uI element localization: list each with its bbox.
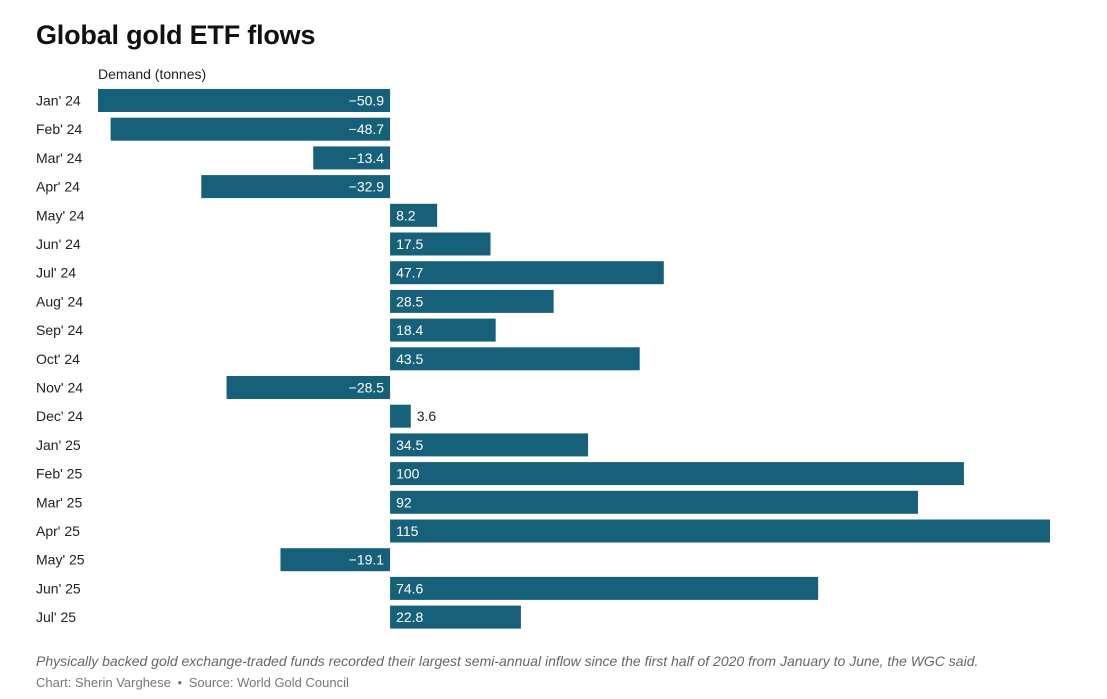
bar [280, 548, 391, 572]
bar [390, 605, 521, 629]
category-label: Jun' 25 [36, 580, 81, 596]
category-label: May' 25 [36, 552, 85, 568]
data-label: −28.5 [349, 380, 385, 396]
chart-title: Global gold ETF flows [36, 20, 316, 50]
data-label: 22.8 [396, 609, 423, 625]
axis-label: Demand (tonnes) [98, 66, 206, 82]
credit-separator: • [177, 675, 183, 690]
category-label: Feb' 24 [36, 121, 82, 137]
category-label: Sep' 24 [36, 322, 83, 338]
bar [390, 519, 1051, 543]
bar [313, 146, 391, 170]
bar [390, 203, 438, 227]
bar [201, 175, 391, 199]
category-label: Jul' 25 [36, 609, 76, 625]
bar [226, 376, 391, 399]
data-label: 34.5 [396, 437, 423, 453]
category-label: Dec' 24 [36, 408, 83, 424]
category-label: May' 24 [36, 207, 85, 223]
data-label: 92 [396, 494, 412, 510]
data-label: −32.9 [349, 179, 385, 195]
bar [390, 462, 964, 486]
category-label: Mar' 25 [36, 494, 82, 510]
category-label: Mar' 24 [36, 150, 82, 166]
bar [390, 576, 819, 600]
category-label: Aug' 24 [36, 293, 83, 309]
bar [390, 318, 496, 342]
data-label: −50.9 [349, 93, 385, 109]
bar [390, 490, 919, 514]
category-label: Jul' 24 [36, 265, 76, 281]
data-label: 43.5 [396, 351, 423, 367]
data-label: −19.1 [349, 552, 385, 568]
data-label: −48.7 [349, 121, 385, 137]
category-label: Oct' 24 [36, 351, 80, 367]
credit-author: Chart: Sherin Varghese [36, 675, 171, 690]
category-label: Jan' 25 [36, 437, 81, 453]
bar-chart: Demand (tonnes) Jan' 24 Feb' 24 Mar' 24 Apr… [36, 66, 1051, 629]
category-label: Jun' 24 [36, 236, 81, 252]
category-label: Apr' 24 [36, 179, 80, 195]
data-label: 3.6 [417, 408, 437, 424]
credit-source: Source: World Gold Council [188, 675, 349, 690]
category-label: Jan' 24 [36, 93, 81, 109]
data-label: 8.2 [396, 207, 416, 223]
chart-caption: Physically backed gold exchange-traded f… [36, 653, 979, 669]
bar [390, 261, 664, 285]
data-label: 115 [396, 523, 419, 539]
bar [390, 347, 640, 371]
category-label: Nov' 24 [36, 380, 83, 396]
category-label: Feb' 25 [36, 466, 82, 482]
data-label: 100 [396, 466, 420, 482]
bar [390, 433, 589, 457]
data-label: 17.5 [396, 236, 423, 252]
bar [98, 89, 391, 112]
data-label: 47.7 [396, 265, 423, 281]
bar [390, 289, 554, 313]
bar [390, 404, 411, 428]
data-label: 18.4 [396, 322, 423, 338]
data-label: 74.6 [396, 580, 423, 596]
data-label: 28.5 [396, 293, 423, 309]
category-label: Apr' 25 [36, 523, 80, 539]
bar [110, 117, 391, 141]
bar [390, 232, 491, 256]
chart-credit: Chart: Sherin Varghese • Source: World G… [36, 675, 349, 690]
data-label: −13.4 [349, 150, 385, 166]
